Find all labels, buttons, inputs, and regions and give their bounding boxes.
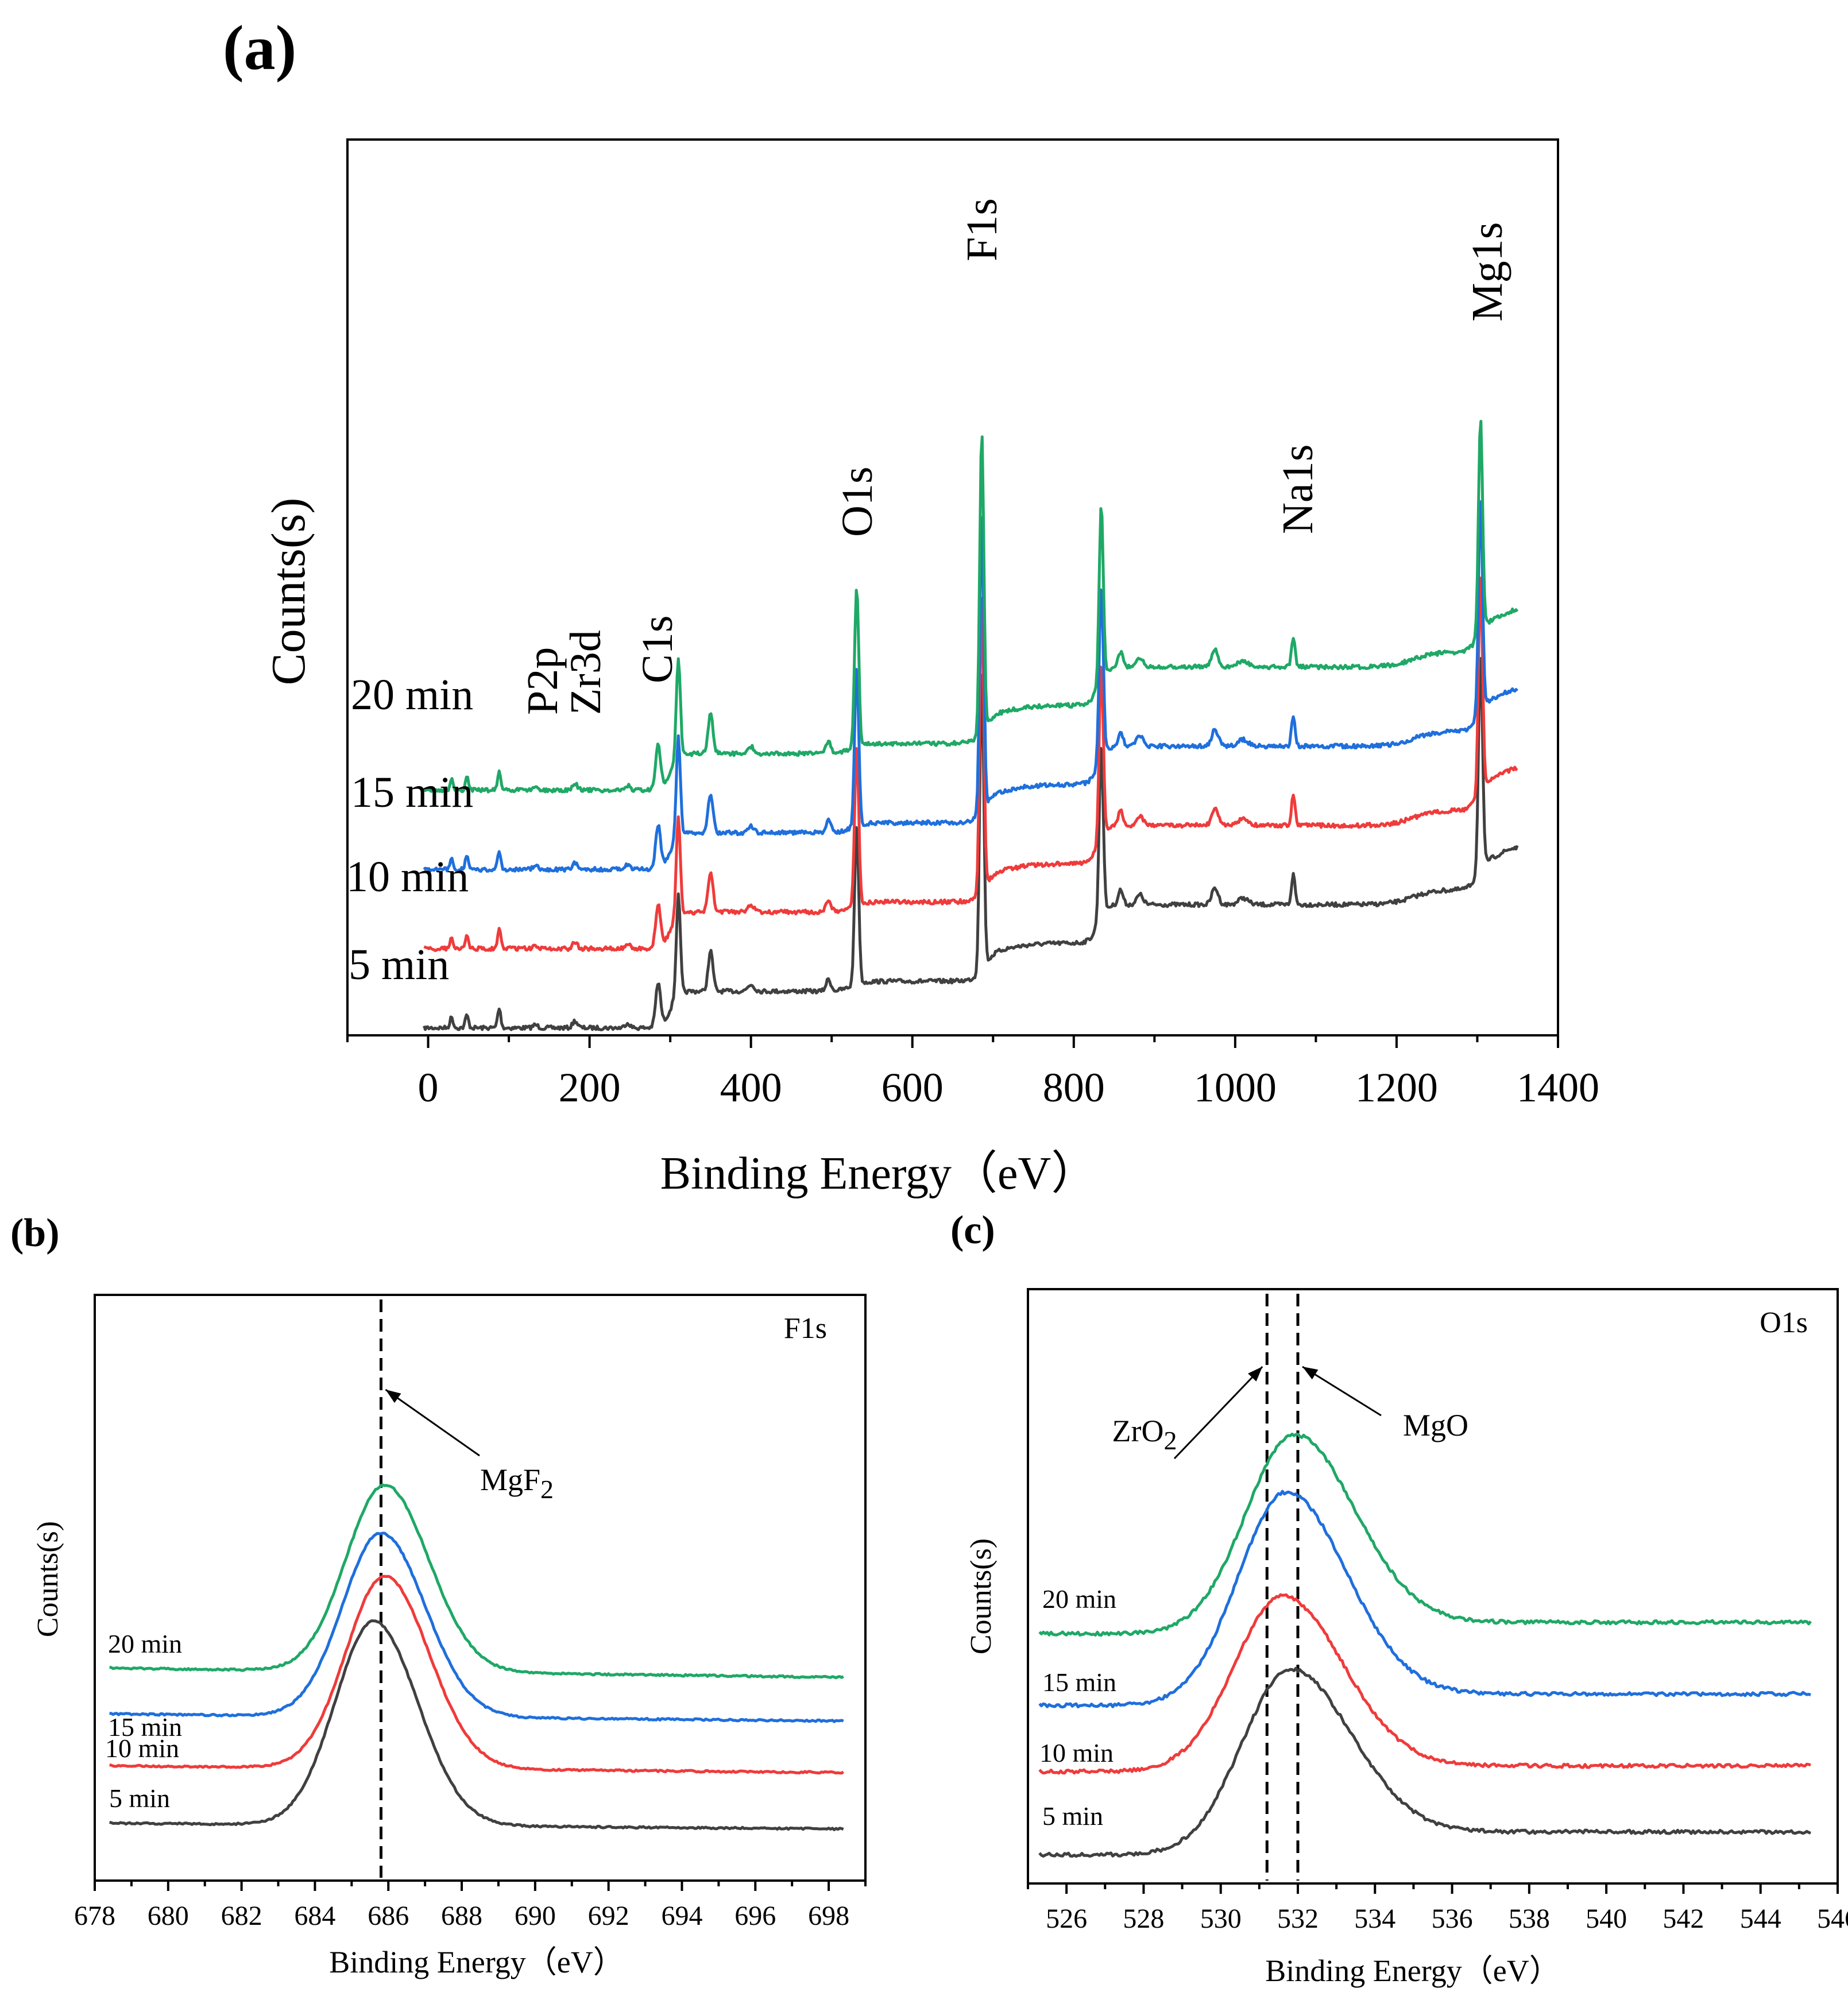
series-label: 15 min xyxy=(108,1712,182,1742)
x-tick-label: 532 xyxy=(1277,1904,1319,1934)
panel-a-x-axis-title: Binding Energy（eV） xyxy=(660,1148,1097,1199)
reference-label: ZrO2 xyxy=(1112,1414,1177,1455)
curve-20-min xyxy=(109,1483,844,1680)
panel-b-reference-lines: MgF2 xyxy=(379,1299,554,1878)
panel-c-frame xyxy=(1027,1288,1839,1885)
curve-5-min xyxy=(1038,1666,1811,1858)
series-label: 15 min xyxy=(1042,1668,1116,1697)
spectrum-10-min xyxy=(423,577,1518,952)
panel-b-region-label: F1s xyxy=(784,1312,827,1345)
series-label: 20 min xyxy=(108,1629,182,1658)
reference-arrow xyxy=(1173,1366,1263,1460)
x-tick-label: 688 xyxy=(441,1901,482,1931)
panel-c-curves xyxy=(1038,1433,1812,1858)
x-tick-label: 528 xyxy=(1123,1904,1164,1934)
peak-label: O1s xyxy=(833,467,882,537)
series-label: 5 min xyxy=(349,941,449,989)
x-tick-label: 1200 xyxy=(1355,1065,1438,1111)
x-tick-label: 678 xyxy=(74,1901,115,1931)
curve-15-min xyxy=(109,1531,844,1723)
x-tick-label: 1000 xyxy=(1194,1065,1277,1111)
x-tick-label: 544 xyxy=(1740,1904,1781,1934)
x-tick-label: 696 xyxy=(734,1901,776,1931)
x-tick-label: 1400 xyxy=(1517,1065,1599,1111)
curve-10-min xyxy=(109,1575,844,1775)
x-tick-label: 536 xyxy=(1432,1904,1473,1934)
panel-a-curves xyxy=(423,420,1519,1031)
panel-b-x-axis: 678 680 682 684 686 688 690 692 694 696 698 xyxy=(74,1881,867,1931)
peak-label: P2p xyxy=(519,647,567,715)
panel-b-curves xyxy=(109,1483,844,1831)
peak-label: Na1s xyxy=(1274,444,1322,534)
x-tick-label: 800 xyxy=(1043,1065,1105,1111)
x-tick-label: 694 xyxy=(661,1901,702,1931)
panel-b-frame xyxy=(94,1294,867,1882)
panel-a-frame xyxy=(346,138,1559,1036)
reference-arrow xyxy=(385,1388,480,1457)
x-tick-label: 200 xyxy=(559,1065,621,1111)
curve-5-min xyxy=(109,1619,844,1831)
x-tick-label: 526 xyxy=(1046,1904,1087,1934)
x-tick-label: 698 xyxy=(808,1901,849,1931)
x-tick-label: 690 xyxy=(515,1901,556,1931)
x-tick-label: 600 xyxy=(882,1065,944,1111)
x-tick-label: 0 xyxy=(418,1065,439,1111)
panel-a-y-axis-title: Counts(s) xyxy=(262,498,315,686)
panel-c-x-axis: 526 528 530 532 534 536 538 540 542 544 546 xyxy=(1027,1883,1848,1934)
series-label: 5 min xyxy=(109,1784,170,1813)
series-label: 10 min xyxy=(1039,1738,1114,1767)
reference-arrowhead xyxy=(385,1390,401,1403)
x-tick-label: 682 xyxy=(221,1901,262,1931)
x-tick-label: 692 xyxy=(588,1901,629,1931)
spectrum-5-min xyxy=(423,657,1519,1031)
x-tick-label: 686 xyxy=(368,1901,409,1931)
series-label: 20 min xyxy=(351,671,473,719)
spectrum-20-min xyxy=(423,420,1519,794)
panel-c-series-labels: 5 min 10 min 15 min 20 min xyxy=(1039,1584,1116,1831)
series-label: 10 min xyxy=(346,853,469,901)
peak-label: Zr3d xyxy=(562,630,610,715)
series-label: 10 min xyxy=(105,1734,179,1763)
peak-label: C1s xyxy=(633,616,682,683)
reference-arrowhead xyxy=(1248,1367,1263,1382)
x-tick-label: 542 xyxy=(1663,1904,1704,1934)
x-tick-label: 538 xyxy=(1509,1904,1550,1934)
series-label: 15 min xyxy=(351,768,473,817)
panel-a-label: (a) xyxy=(223,13,296,83)
x-tick-label: 534 xyxy=(1354,1904,1395,1934)
reference-label: MgO xyxy=(1403,1408,1468,1442)
reference-label: MgF2 xyxy=(480,1463,554,1504)
peak-label: Mg1s xyxy=(1463,222,1511,322)
panel-a-series-labels: 5 min 10 min 15 min 20 min xyxy=(346,671,473,989)
series-label: 5 min xyxy=(1042,1801,1103,1831)
panel-b-x-axis-title: Binding Energy（eV） xyxy=(329,1945,624,1979)
panel-c-x-axis-title: Binding Energy（eV） xyxy=(1265,1954,1560,1988)
reference-arrowhead xyxy=(1302,1367,1319,1380)
reference-arrow xyxy=(1302,1366,1382,1417)
panel-a-x-axis: 0 200 400 600 800 1000 1200 1400 xyxy=(346,1035,1599,1111)
x-tick-label: 680 xyxy=(148,1901,189,1931)
panel-b-y-axis-title: Counts(s) xyxy=(32,1521,64,1637)
panel-c-y-axis-title: Counts(s) xyxy=(965,1538,998,1654)
panel-b-label: (b) xyxy=(10,1211,60,1255)
spectrum-15-min xyxy=(423,500,1518,873)
panel-c-label: (c) xyxy=(950,1208,995,1252)
x-tick-label: 684 xyxy=(294,1901,335,1931)
x-tick-label: 400 xyxy=(720,1065,782,1111)
panel-c-region-label: O1s xyxy=(1760,1306,1808,1339)
panel-c-reference-lines: ZrO2 MgO xyxy=(1112,1294,1468,1881)
curve-15-min xyxy=(1038,1490,1811,1709)
x-tick-label: 530 xyxy=(1200,1904,1242,1934)
x-tick-label: 546 xyxy=(1817,1904,1848,1934)
curve-20-min xyxy=(1038,1433,1812,1637)
curve-10-min xyxy=(1038,1593,1811,1775)
peak-label: F1s xyxy=(958,198,1006,261)
series-label: 20 min xyxy=(1042,1584,1116,1614)
x-tick-label: 540 xyxy=(1586,1904,1627,1934)
